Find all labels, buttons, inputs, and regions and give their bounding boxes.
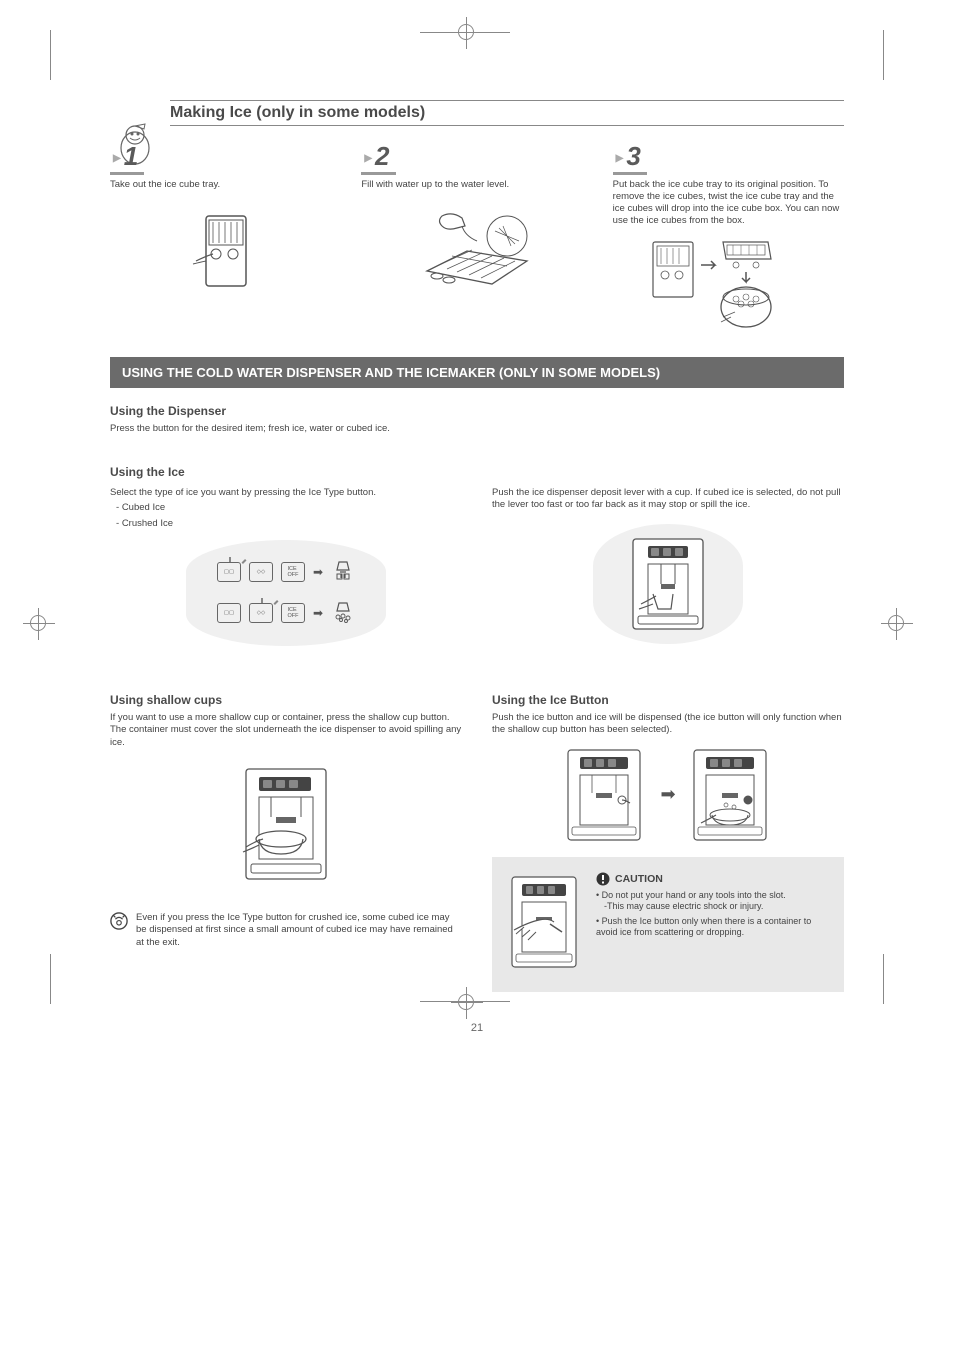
shallow-cup-illustration [110,759,462,894]
step-2: 2 Fill with water up to the water level. [361,141,592,337]
step-2-illustration [361,201,592,301]
cubed-icon: ▢▢ [217,603,241,623]
cubed-label: - Cubed Ice [110,502,462,514]
page-number: 21 [110,1022,844,1034]
ice-type-icons: ▢▢ ◇◇ ICEOFF ➡ ▢▢ ◇◇ ICEOFF ➡ [186,540,386,646]
ice-button-section: Using the Ice Button Push the ice button… [492,681,844,992]
step-3-illustration [613,237,844,337]
arrow-right-icon: ➡ [313,565,323,579]
dispenser-section: Using the Dispenser Press the button for… [110,404,844,992]
using-ice-header: Using the Ice [110,465,844,479]
caution-sub-1: -This may cause electric shock or injury… [596,901,829,912]
arrow-right-icon-3: ➡ [660,784,675,805]
caution-bullet-2: • Push the Ice button only when there is… [596,916,829,939]
dispenser-header: Using the Dispenser [110,404,844,418]
ice-columns: Select the type of ice you want by press… [110,487,844,646]
cubed-result-icon [331,558,355,587]
crushed-ice-row: ▢▢ ◇◇ ICEOFF ➡ [206,599,366,628]
ice-left-col: Select the type of ice you want by press… [110,487,462,646]
note-row: Even if you press the Ice Type button fo… [110,912,462,949]
step-2-number: 2 [361,141,395,175]
ice-off-icon: ICEOFF [281,562,305,582]
cup-section: Using shallow cups If you want to use a … [110,681,844,992]
shallow-header: Using shallow cups [110,693,462,707]
ice-button-illustration: ➡ [492,745,844,845]
step-2-text: Fill with water up to the water level. [361,179,592,191]
caution-bullet-1: • Do not put your hand or any tools into… [596,890,829,901]
note-text: Even if you press the Ice Type button fo… [136,912,462,949]
step-1-illustration [110,201,341,301]
section-bar: USING THE COLD WATER DISPENSER AND THE I… [110,357,844,388]
step-1: 1 Take out the ice cube tray. [110,141,341,337]
step-1-text: Take out the ice cube tray. [110,179,341,191]
ice-para-a: Select the type of ice you want by press… [110,487,462,530]
arrow-right-icon-2: ➡ [313,606,323,620]
ice-off-icon-2: ICEOFF [281,603,305,623]
dispenser-push-illustration [593,524,743,644]
page-content: Making Ice (only in some models) 1 Take … [0,0,954,1094]
step-3-text: Put back the ice cube tray to its origin… [613,179,844,227]
step-1-number: 1 [110,141,144,175]
caution-label: CAUTION [596,872,829,886]
cubed-ice-row: ▢▢ ◇◇ ICEOFF ➡ [206,558,366,587]
caution-text-block: CAUTION • Do not put your hand or any to… [596,872,829,939]
shallow-cups-section: Using shallow cups If you want to use a … [110,681,462,992]
title-bottom-rule [170,125,844,126]
step-3-number: 3 [613,141,647,175]
caution-illustration [504,872,584,977]
page-title: Making Ice (only in some models) [170,104,844,122]
steps-row: 1 Take out the ice cube tray. [110,141,844,337]
step-3: 3 Put back the ice cube tray to its orig… [613,141,844,337]
caution-box: CAUTION • Do not put your hand or any to… [492,857,844,992]
shallow-text: If you want to use a more shallow cup or… [110,712,462,749]
dispenser-para1: Press the button for the desired item; f… [110,423,844,435]
ice-right-col: Push the ice dispenser deposit lever wit… [492,487,844,646]
note-icon [110,912,128,930]
ice-button-text: Push the ice button and ice will be disp… [492,712,844,737]
caution-icon [596,872,610,886]
cubed-icon-selected: ▢▢ [217,562,241,582]
crushed-label: - Crushed Ice [110,518,462,530]
crushed-icon-selected: ◇◇ [249,603,273,623]
crushed-result-icon [331,599,355,628]
crushed-icon: ◇◇ [249,562,273,582]
ice-para-b: Push the ice dispenser deposit lever wit… [492,487,844,512]
ice-button-header: Using the Ice Button [492,693,844,707]
